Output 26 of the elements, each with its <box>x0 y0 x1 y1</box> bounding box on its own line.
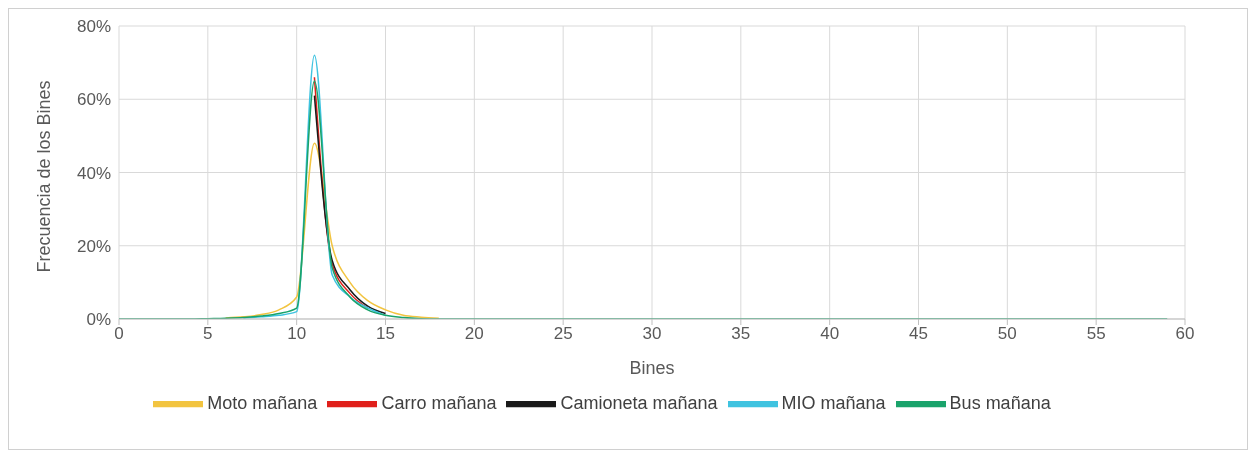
legend-label: Bus mañana <box>949 392 1051 413</box>
x-tick-label: 25 <box>553 324 573 344</box>
legend-label: Moto mañana <box>207 392 318 413</box>
x-tick-label: 0 <box>114 324 124 344</box>
legend-label: Camioneta mañana <box>560 392 718 413</box>
x-tick-label: 5 <box>203 324 213 344</box>
y-tick-label: 80% <box>76 17 111 37</box>
x-tick-label: 35 <box>731 324 751 344</box>
x-tick-label: 10 <box>287 324 307 344</box>
x-tick-label: 20 <box>464 324 484 344</box>
line-series <box>313 94 387 315</box>
legend-label: MIO mañana <box>781 392 886 413</box>
x-tick-label: 15 <box>376 324 395 344</box>
x-tick-label: 45 <box>909 324 928 344</box>
x-axis-title: Bines <box>629 358 675 378</box>
y-axis-title: Frecuencia de los Bines <box>34 80 55 273</box>
x-tick-label: 40 <box>820 324 840 344</box>
x-tick-label: 30 <box>642 324 662 344</box>
legend-label: Carro mañana <box>381 392 497 413</box>
x-tick-label: 60 <box>1175 324 1195 344</box>
y-tick-label: 60% <box>76 90 111 110</box>
x-tick-label: 50 <box>997 324 1017 344</box>
y-tick-label: 20% <box>76 236 111 256</box>
y-tick-label: 0% <box>86 310 111 330</box>
y-tick-label: 40% <box>76 163 111 183</box>
x-tick-label: 55 <box>1086 324 1106 344</box>
